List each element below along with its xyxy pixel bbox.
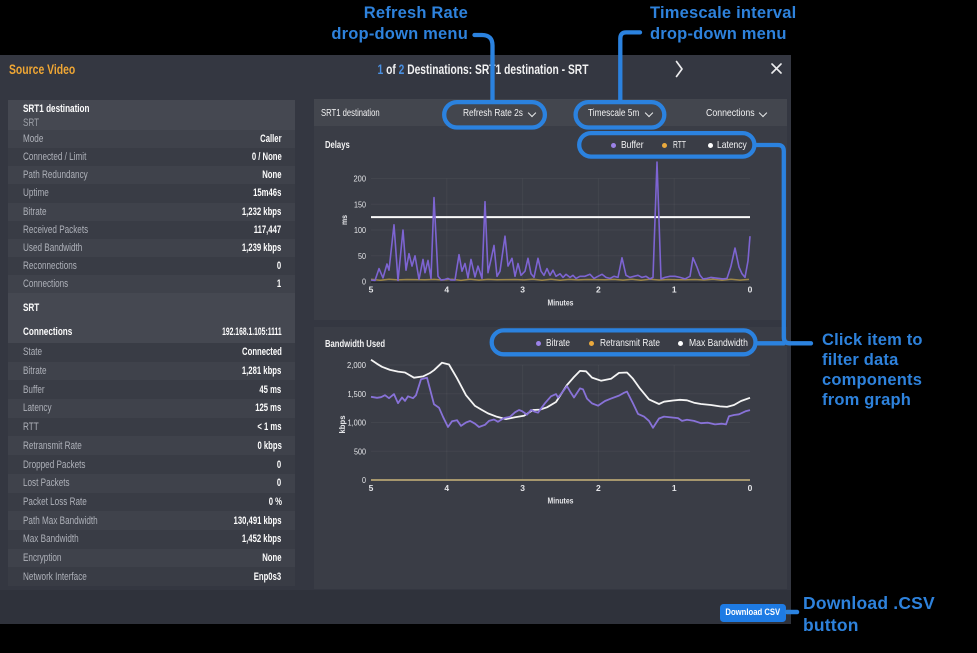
svg-text:0: 0	[362, 277, 366, 287]
svg-text:5: 5	[369, 483, 374, 493]
svg-text:50: 50	[358, 251, 366, 261]
svg-text:5: 5	[369, 285, 374, 295]
svg-text:2: 2	[596, 483, 601, 493]
svg-text:1: 1	[672, 285, 677, 295]
svg-text:0: 0	[748, 483, 753, 493]
svg-text:Minutes: Minutes	[548, 298, 574, 308]
svg-text:ms: ms	[340, 215, 349, 225]
svg-text:3: 3	[520, 483, 525, 493]
svg-text:Minutes: Minutes	[548, 496, 574, 506]
svg-text:500: 500	[354, 446, 366, 456]
svg-text:0: 0	[362, 475, 366, 485]
svg-text:2: 2	[596, 285, 601, 295]
svg-text:kbps: kbps	[338, 415, 347, 434]
svg-text:1,500: 1,500	[348, 389, 367, 399]
svg-text:3: 3	[520, 285, 525, 295]
svg-text:0: 0	[748, 285, 753, 295]
svg-text:2,000: 2,000	[347, 360, 366, 370]
svg-text:150: 150	[354, 199, 366, 209]
svg-text:100: 100	[354, 225, 366, 235]
svg-text:4: 4	[444, 483, 449, 493]
svg-text:1,000: 1,000	[348, 418, 367, 428]
svg-text:4: 4	[444, 285, 449, 295]
svg-text:200: 200	[354, 174, 367, 184]
svg-text:1: 1	[672, 483, 677, 493]
